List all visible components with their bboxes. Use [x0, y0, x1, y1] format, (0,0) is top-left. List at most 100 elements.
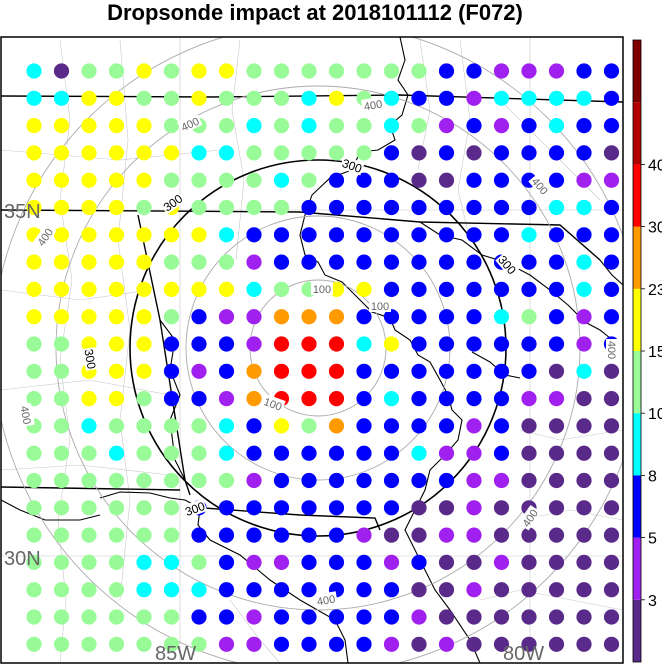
impact-dot — [301, 63, 317, 79]
impact-dot — [136, 118, 152, 134]
impact-dot — [218, 554, 235, 571]
impact-dot — [108, 63, 125, 79]
impact-dot — [411, 391, 427, 407]
colorbar-swatch — [633, 40, 641, 103]
impact-dot — [273, 254, 290, 270]
impact-dot — [493, 554, 510, 571]
impact-dot — [411, 199, 427, 216]
contour-label-mask — [313, 591, 338, 608]
impact-dot — [383, 418, 400, 434]
contour-label-100: 100 — [262, 396, 283, 414]
contour-label-mask — [369, 299, 391, 312]
impact-dot — [136, 145, 152, 161]
impact-dot — [438, 172, 455, 188]
impact-dot — [81, 609, 97, 625]
impact-dot — [383, 527, 400, 543]
impact-dot — [603, 418, 620, 434]
impact-dot — [576, 363, 592, 379]
impact-dot — [108, 500, 125, 516]
impact-dot — [356, 363, 372, 379]
impact-dot — [411, 582, 427, 598]
impact-dot — [108, 418, 125, 434]
impact-dot — [136, 527, 152, 543]
impact-dot — [301, 90, 317, 106]
impact-dot — [26, 636, 42, 652]
impact-dot — [163, 636, 180, 652]
impact-dot — [411, 336, 427, 352]
impact-dot — [328, 172, 345, 188]
impact-dot — [411, 554, 427, 571]
impact-dot — [163, 90, 180, 106]
impact-dot — [521, 254, 537, 270]
impact-dot — [411, 118, 427, 134]
impact-dot — [328, 391, 345, 407]
colorbar-tick-label: 30 — [648, 220, 662, 237]
impact-dot — [493, 309, 510, 325]
impact-dot — [383, 363, 400, 379]
impact-dot — [218, 527, 235, 543]
impact-dot — [603, 90, 620, 106]
impact-dot — [191, 309, 207, 325]
impact-dot — [108, 363, 125, 379]
impact-dot — [273, 118, 290, 134]
impact-dot — [603, 172, 620, 188]
impact-dot — [576, 254, 592, 270]
impact-dot — [53, 445, 70, 461]
impact-dot — [26, 554, 42, 571]
impact-dot — [191, 418, 207, 434]
impact-dot — [191, 582, 207, 598]
impact-dot — [521, 472, 537, 489]
impact-dot — [438, 309, 455, 325]
impact-dot — [53, 118, 70, 134]
impact-dot — [53, 199, 70, 216]
impact-dot — [26, 281, 42, 297]
impact-dot — [603, 227, 620, 243]
impact-dot — [53, 309, 70, 325]
impact-dot — [108, 527, 125, 543]
impact-dot — [548, 391, 565, 407]
impact-dot — [521, 527, 537, 543]
colorbar-tick-label: 3 — [648, 593, 657, 610]
impact-dot — [576, 636, 592, 652]
impact-dot — [521, 281, 537, 297]
impact-dot — [273, 63, 290, 79]
impact-dot — [218, 445, 235, 461]
impact-dot — [548, 500, 565, 516]
impact-dot — [603, 472, 620, 489]
impact-dot — [246, 145, 262, 161]
impact-dot — [301, 554, 317, 571]
impact-dot — [466, 118, 482, 134]
contour-label-300: 300 — [340, 156, 364, 176]
impact-dot — [136, 199, 152, 216]
impact-dot — [466, 172, 482, 188]
colorbar-swatch — [633, 599, 641, 662]
impact-dot — [383, 227, 400, 243]
impact-dot — [108, 391, 125, 407]
impact-dot — [493, 582, 510, 598]
impact-dot — [548, 527, 565, 543]
impact-dot — [81, 63, 97, 79]
impact-dot — [26, 582, 42, 598]
impact-dot — [273, 90, 290, 106]
impact-dot — [356, 391, 372, 407]
impact-dot — [301, 472, 317, 489]
impact-dot — [108, 227, 125, 243]
impact-dot — [576, 527, 592, 543]
impact-dot — [576, 199, 592, 216]
impact-dot — [356, 582, 372, 598]
impact-dot — [493, 281, 510, 297]
impact-dot — [218, 281, 235, 297]
contour-label-300: 300 — [81, 348, 98, 370]
impact-dot — [411, 472, 427, 489]
impact-dot — [466, 582, 482, 598]
impact-dot — [26, 118, 42, 134]
impact-dot — [163, 609, 180, 625]
impact-dot — [493, 418, 510, 434]
impact-dot — [493, 118, 510, 134]
impact-dot — [466, 527, 482, 543]
impact-dot — [246, 418, 262, 434]
impact-dot — [26, 363, 42, 379]
impact-dot — [81, 472, 97, 489]
impact-dot — [191, 63, 207, 79]
